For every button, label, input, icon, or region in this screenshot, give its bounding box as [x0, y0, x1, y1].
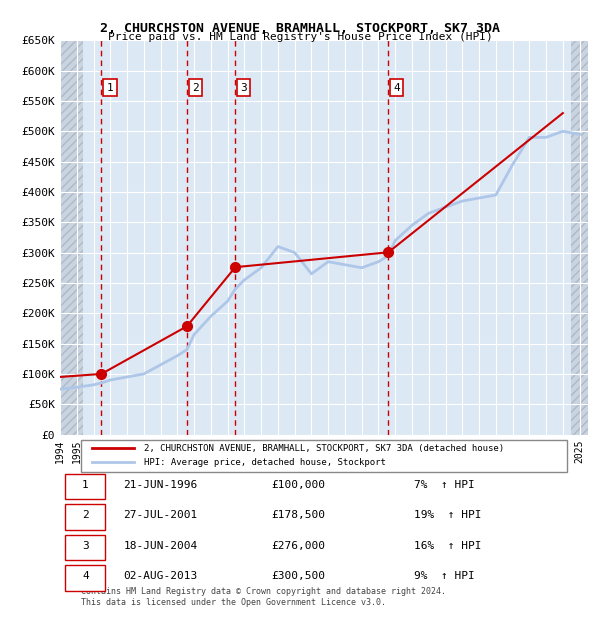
Bar — [571, 40, 588, 435]
Text: 2: 2 — [192, 82, 199, 92]
Text: 18-JUN-2004: 18-JUN-2004 — [124, 541, 197, 551]
FancyBboxPatch shape — [65, 474, 105, 499]
Text: 02-AUG-2013: 02-AUG-2013 — [124, 571, 197, 581]
Text: 1: 1 — [106, 82, 113, 92]
Text: 7%  ↑ HPI: 7% ↑ HPI — [388, 480, 475, 490]
FancyBboxPatch shape — [65, 565, 105, 590]
Text: 21-JUN-1996: 21-JUN-1996 — [124, 480, 197, 490]
Text: 4: 4 — [82, 571, 89, 581]
FancyBboxPatch shape — [81, 440, 567, 472]
FancyBboxPatch shape — [65, 535, 105, 560]
Text: 27-JUL-2001: 27-JUL-2001 — [124, 510, 197, 520]
Text: £276,000: £276,000 — [271, 541, 325, 551]
Text: £178,500: £178,500 — [271, 510, 325, 520]
Text: HPI: Average price, detached house, Stockport: HPI: Average price, detached house, Stoc… — [145, 458, 386, 467]
Text: £100,000: £100,000 — [271, 480, 325, 490]
Text: 16%  ↑ HPI: 16% ↑ HPI — [388, 541, 482, 551]
Text: 4: 4 — [394, 82, 400, 92]
Text: 2: 2 — [82, 510, 89, 520]
Text: 9%  ↑ HPI: 9% ↑ HPI — [388, 571, 475, 581]
Text: £300,500: £300,500 — [271, 571, 325, 581]
Text: 3: 3 — [82, 541, 89, 551]
Text: 3: 3 — [241, 82, 247, 92]
Text: Contains HM Land Registry data © Crown copyright and database right 2024.
This d: Contains HM Land Registry data © Crown c… — [81, 587, 446, 606]
Text: 2, CHURCHSTON AVENUE, BRAMHALL, STOCKPORT, SK7 3DA: 2, CHURCHSTON AVENUE, BRAMHALL, STOCKPOR… — [100, 22, 500, 35]
Text: 2, CHURCHSTON AVENUE, BRAMHALL, STOCKPORT, SK7 3DA (detached house): 2, CHURCHSTON AVENUE, BRAMHALL, STOCKPOR… — [145, 443, 505, 453]
Bar — [60, 40, 83, 435]
FancyBboxPatch shape — [65, 505, 105, 529]
Text: 1: 1 — [82, 480, 89, 490]
Text: Price paid vs. HM Land Registry's House Price Index (HPI): Price paid vs. HM Land Registry's House … — [107, 32, 493, 42]
Text: 19%  ↑ HPI: 19% ↑ HPI — [388, 510, 482, 520]
